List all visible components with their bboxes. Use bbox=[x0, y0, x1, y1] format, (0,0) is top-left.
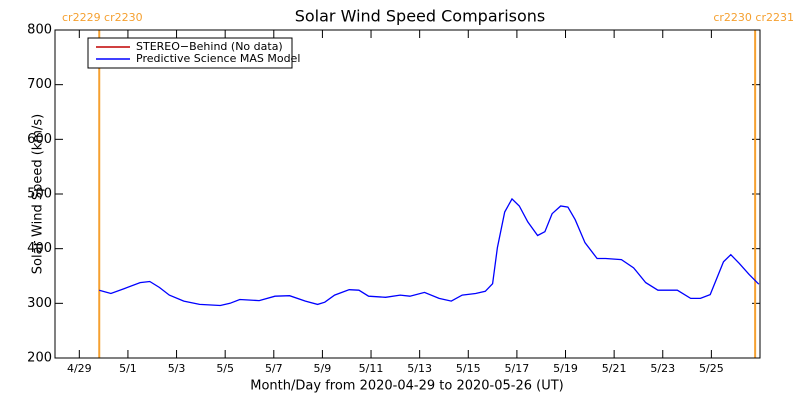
legend-label: STEREO−Behind (No data) bbox=[136, 40, 283, 53]
x-tick-label: 5/25 bbox=[699, 362, 724, 375]
x-tick-label: 5/19 bbox=[553, 362, 578, 375]
x-axis-label: Month/Day from 2020-04-29 to 2020-05-26 … bbox=[250, 379, 563, 394]
x-tick-label: 5/21 bbox=[602, 362, 627, 375]
y-axis-label: Solar Wind Speed (km/s) bbox=[31, 114, 46, 274]
x-tick-label: 5/17 bbox=[505, 362, 530, 375]
x-tick-label: 5/15 bbox=[456, 362, 481, 375]
y-tick-label: 700 bbox=[27, 77, 52, 92]
legend-label: Predictive Science MAS Model bbox=[136, 52, 300, 65]
x-tick-label: 5/13 bbox=[407, 362, 432, 375]
legend-box bbox=[87, 37, 293, 69]
boundary-label: cr2230 cr2231 bbox=[713, 11, 794, 24]
y-tick-label: 600 bbox=[27, 132, 52, 147]
chart-title: Solar Wind Speed Comparisons bbox=[295, 7, 546, 26]
plot-frame bbox=[54, 29, 761, 359]
y-tick-label: 300 bbox=[27, 296, 52, 311]
y-tick-label: 500 bbox=[27, 187, 52, 202]
series-line bbox=[99, 197, 760, 307]
x-tick-label: 5/9 bbox=[314, 362, 332, 375]
boundary-label: cr2229 cr2230 bbox=[62, 11, 143, 24]
x-tick-label: 5/3 bbox=[168, 362, 186, 375]
x-tick-label: 5/5 bbox=[216, 362, 234, 375]
x-tick-label: 4/29 bbox=[67, 362, 92, 375]
x-tick-label: 5/1 bbox=[119, 362, 137, 375]
y-tick-label: 800 bbox=[27, 23, 52, 38]
y-tick-label: 200 bbox=[27, 351, 52, 366]
x-tick-label: 5/7 bbox=[265, 362, 283, 375]
x-tick-label: 5/11 bbox=[359, 362, 384, 375]
x-tick-label: 5/23 bbox=[650, 362, 675, 375]
y-tick-label: 400 bbox=[27, 241, 52, 256]
